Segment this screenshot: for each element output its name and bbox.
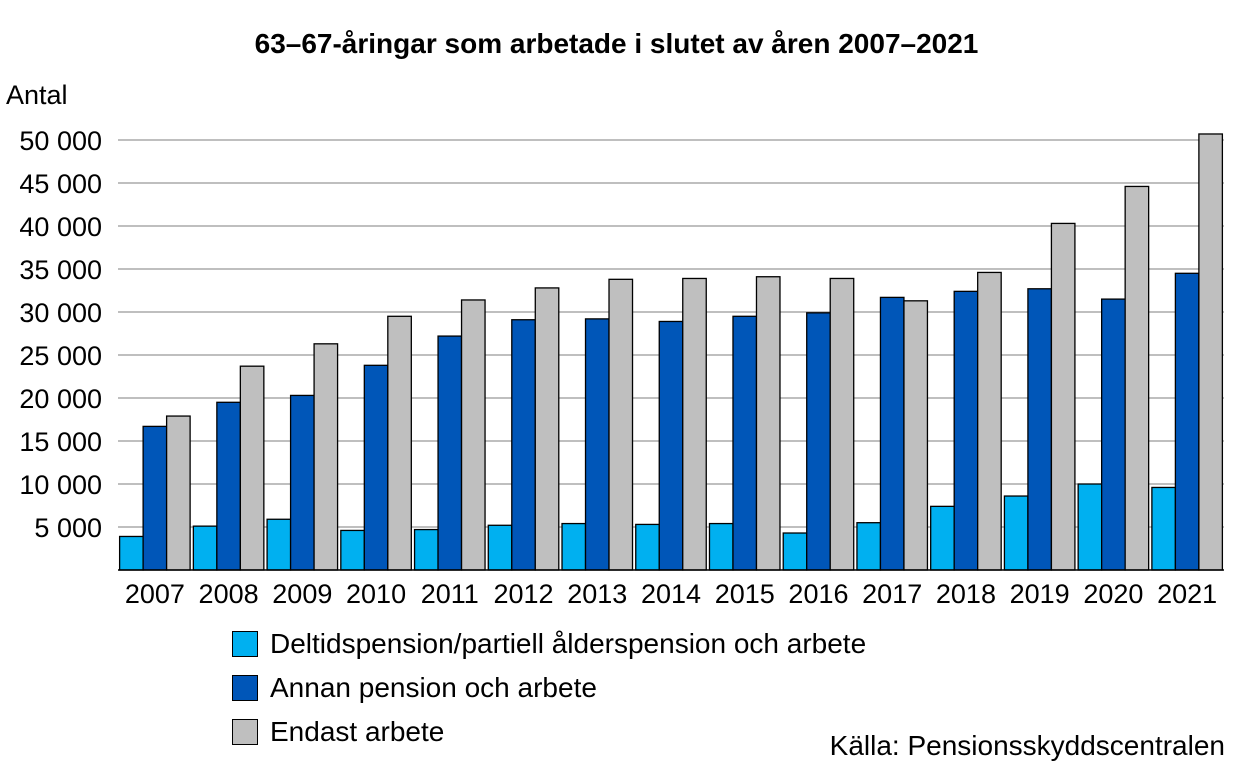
bar-2016-series-0 bbox=[782, 532, 808, 571]
bar-2013-series-0 bbox=[561, 522, 587, 571]
bar-2007-series-1 bbox=[142, 425, 168, 571]
bar-2019-series-2 bbox=[1050, 222, 1076, 571]
legend-item-endast: Endast arbete bbox=[232, 710, 866, 754]
bar-2014-series-1 bbox=[658, 320, 684, 571]
chart-title: 63–67-åringar som arbetade i slutet av å… bbox=[254, 28, 979, 59]
x-tick-label: 2008 bbox=[199, 579, 259, 609]
bar-2018-series-2 bbox=[977, 271, 1002, 571]
bars bbox=[118, 133, 1224, 571]
legend-item-annan: Annan pension och arbete bbox=[232, 666, 866, 710]
x-tick-label: 2010 bbox=[346, 579, 406, 609]
bar-2020-series-2 bbox=[1124, 185, 1150, 571]
bar-2015-series-0 bbox=[708, 522, 734, 571]
legend-label-endast: Endast arbete bbox=[270, 716, 445, 747]
bar-2013-series-1 bbox=[584, 318, 610, 571]
bar-2008-series-1 bbox=[216, 401, 242, 571]
x-tick-label: 2015 bbox=[715, 579, 775, 609]
legend-swatch-annan bbox=[232, 675, 258, 701]
legend-item-deltid: Deltidspension/partiell ålderspension oc… bbox=[232, 622, 866, 666]
source-note: Källa: Pensionsskyddscentralen bbox=[829, 730, 1225, 761]
bar-2009-series-1 bbox=[289, 394, 315, 571]
legend-label-annan: Annan pension och arbete bbox=[270, 672, 597, 703]
y-tick-label: 5 000 bbox=[34, 513, 102, 543]
bar-2015-series-2 bbox=[755, 276, 781, 571]
bar-2011-series-2 bbox=[460, 299, 486, 571]
bar-2007-series-0 bbox=[118, 535, 144, 571]
y-tick-label: 50 000 bbox=[19, 126, 102, 156]
bar-2014-series-2 bbox=[682, 277, 707, 571]
legend-swatch-endast bbox=[232, 719, 258, 745]
bar-2008-series-2 bbox=[239, 365, 265, 571]
y-tick-label: 45 000 bbox=[19, 169, 102, 199]
x-tick-labels: 2007 2008 2009 2010 2011 2012 2013 2014 2015 2016… bbox=[125, 579, 1217, 609]
bar-2010-series-2 bbox=[387, 315, 412, 571]
bar-2016-series-2 bbox=[829, 277, 855, 571]
y-axis-label: Antal bbox=[6, 80, 68, 110]
bar-2021-series-0 bbox=[1151, 486, 1177, 571]
y-tick-label: 25 000 bbox=[19, 341, 102, 371]
legend: Deltidspension/partiell ålderspension oc… bbox=[232, 622, 866, 754]
x-tick-label: 2013 bbox=[567, 579, 627, 609]
y-tick-label: 40 000 bbox=[19, 212, 102, 242]
x-tick-label: 2012 bbox=[493, 579, 553, 609]
bar-2014-series-0 bbox=[635, 523, 660, 571]
x-tick-label: 2016 bbox=[788, 579, 848, 609]
x-tick-label: 2011 bbox=[421, 579, 479, 609]
bar-2010-series-0 bbox=[340, 529, 365, 571]
y-tick-label: 15 000 bbox=[19, 427, 102, 457]
bar-2017-series-2 bbox=[903, 300, 929, 571]
bar-2018-series-0 bbox=[930, 505, 955, 571]
legend-swatch-deltid bbox=[232, 631, 258, 657]
bar-2021-series-2 bbox=[1198, 133, 1224, 571]
bar-2020-series-1 bbox=[1101, 298, 1126, 571]
bar-2017-series-1 bbox=[879, 296, 905, 571]
x-tick-label: 2018 bbox=[936, 579, 996, 609]
legend-label-deltid: Deltidspension/partiell ålderspension oc… bbox=[270, 628, 867, 659]
y-tick-label: 20 000 bbox=[19, 384, 102, 414]
bar-2007-series-2 bbox=[165, 415, 191, 571]
bar-2021-series-1 bbox=[1174, 272, 1200, 571]
bar-2012-series-2 bbox=[534, 287, 560, 571]
x-tick-label: 2017 bbox=[862, 579, 922, 609]
bar-2011-series-0 bbox=[413, 528, 439, 571]
x-tick-label: 2009 bbox=[272, 579, 332, 609]
x-tick-label: 2019 bbox=[1010, 579, 1070, 609]
bar-2019-series-1 bbox=[1027, 288, 1053, 571]
x-tick-label: 2014 bbox=[641, 579, 701, 609]
bar-2013-series-2 bbox=[608, 278, 634, 571]
y-tick-label: 30 000 bbox=[19, 298, 102, 328]
x-tick-label: 2007 bbox=[125, 579, 185, 609]
y-tick-labels: 5 000 10 000 15 000 20 000 25 000 30 000 35 00… bbox=[19, 126, 102, 543]
bar-2020-series-0 bbox=[1077, 483, 1103, 571]
bar-2008-series-0 bbox=[192, 525, 218, 571]
x-tick-label: 2020 bbox=[1083, 579, 1143, 609]
bar-2012-series-0 bbox=[487, 524, 513, 571]
bar-2019-series-0 bbox=[1003, 495, 1029, 571]
bar-2016-series-1 bbox=[806, 312, 831, 571]
y-tick-label: 10 000 bbox=[19, 470, 102, 500]
bar-2011-series-1 bbox=[437, 335, 463, 571]
bar-2015-series-1 bbox=[732, 315, 758, 571]
bar-2017-series-0 bbox=[856, 522, 882, 571]
bar-2009-series-0 bbox=[266, 518, 292, 571]
x-tick-label: 2021 bbox=[1157, 579, 1217, 609]
bar-2018-series-1 bbox=[953, 290, 979, 571]
bar-2010-series-1 bbox=[363, 364, 389, 571]
y-tick-label: 35 000 bbox=[19, 255, 102, 285]
bar-2012-series-1 bbox=[511, 319, 536, 571]
bar-2009-series-2 bbox=[313, 343, 339, 571]
